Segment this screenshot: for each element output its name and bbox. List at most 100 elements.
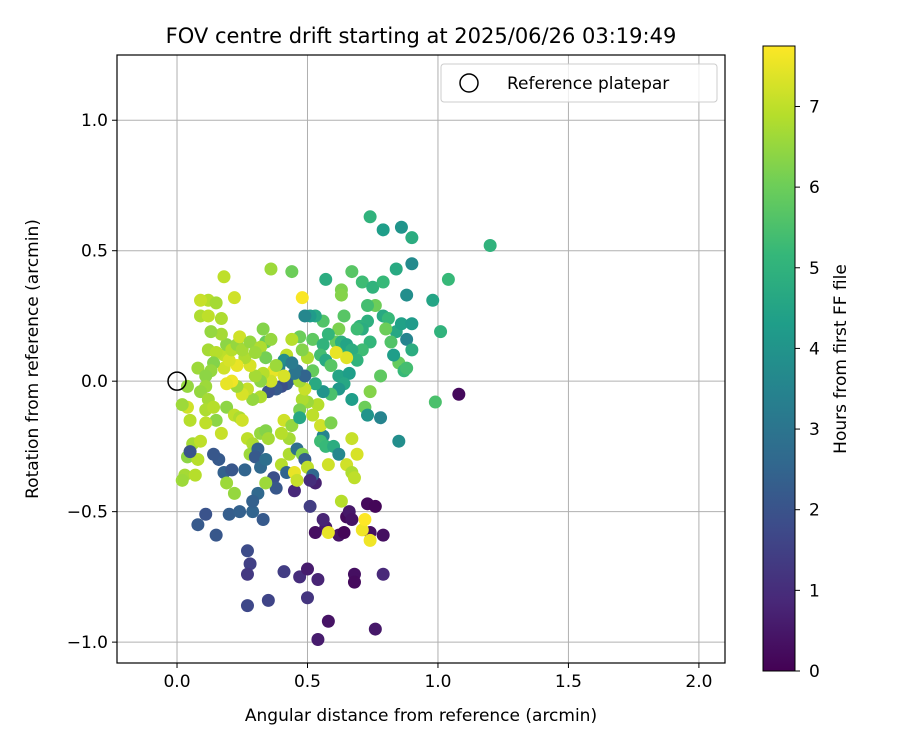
- data-point: [306, 408, 320, 422]
- data-point: [376, 223, 390, 237]
- data-point: [334, 288, 348, 302]
- x-tick-label: 1.0: [424, 672, 451, 692]
- colorbar-tick-label: 3: [809, 420, 820, 440]
- data-point: [381, 312, 395, 326]
- y-tick-label: 0.0: [81, 372, 108, 392]
- data-point: [240, 567, 254, 581]
- data-point: [269, 481, 283, 495]
- data-point: [246, 505, 260, 519]
- data-point: [384, 335, 398, 349]
- data-point: [483, 238, 497, 252]
- data-point: [209, 296, 223, 310]
- data-point: [368, 622, 382, 636]
- data-point: [269, 359, 283, 373]
- data-point: [324, 416, 338, 430]
- colorbar: 0 1 2 3 4 5 6 7 Hours from first FF file: [762, 45, 851, 682]
- data-point: [303, 473, 317, 487]
- data-point: [350, 322, 364, 336]
- data-point: [392, 434, 406, 448]
- x-tick-label: 0.5: [294, 672, 321, 692]
- y-tick-label: −0.5: [67, 503, 108, 523]
- data-point: [209, 528, 223, 542]
- data-point: [350, 447, 364, 461]
- data-point: [321, 458, 335, 472]
- data-point: [334, 494, 348, 508]
- data-point: [324, 359, 338, 373]
- data-point: [366, 280, 380, 294]
- data-point: [300, 562, 314, 576]
- data-point: [347, 575, 361, 589]
- data-point: [376, 275, 390, 289]
- data-point: [214, 426, 228, 440]
- data-point: [209, 413, 223, 427]
- data-point: [256, 512, 270, 526]
- data-point: [259, 476, 273, 490]
- data-point: [400, 332, 414, 346]
- data-point: [225, 463, 239, 477]
- data-point: [246, 392, 260, 406]
- legend-box: [440, 63, 718, 103]
- colorbar-tick-label: 7: [809, 97, 820, 117]
- data-point: [220, 476, 234, 490]
- data-point: [376, 528, 390, 542]
- data-point: [183, 413, 197, 427]
- data-point: [222, 353, 236, 367]
- data-point: [332, 447, 346, 461]
- data-point: [426, 293, 440, 307]
- data-point: [329, 345, 343, 359]
- data-point: [405, 257, 419, 271]
- grid-lines: [117, 55, 725, 663]
- x-axis-ticks: 0.0 0.5 1.0 1.5 2.0: [163, 663, 712, 692]
- data-point: [277, 565, 291, 579]
- data-point: [183, 445, 197, 459]
- data-point: [308, 377, 322, 391]
- data-point: [452, 387, 466, 401]
- data-point: [400, 288, 414, 302]
- data-point: [295, 392, 309, 406]
- data-point: [235, 413, 249, 427]
- data-point: [285, 332, 299, 346]
- legend-label: Reference platepar: [507, 74, 669, 94]
- y-axis-ticks: −1.0 −0.5 0.0 0.5 1.0: [67, 111, 117, 653]
- y-tick-label: 0.5: [81, 242, 108, 262]
- data-point: [214, 327, 228, 341]
- data-point: [337, 309, 351, 323]
- data-point: [363, 210, 377, 224]
- data-points: [175, 210, 497, 647]
- data-point: [355, 343, 369, 357]
- data-point: [405, 231, 419, 245]
- data-point: [368, 499, 382, 513]
- data-point: [277, 369, 291, 383]
- data-point: [188, 468, 202, 482]
- y-tick-label: −1.0: [67, 633, 108, 653]
- data-point: [345, 512, 359, 526]
- data-point: [207, 400, 221, 414]
- data-point: [441, 272, 455, 286]
- reference-platepar-marker: [167, 371, 187, 391]
- plot-frame: [116, 54, 726, 664]
- colorbar-gradient: [762, 45, 796, 672]
- data-point: [314, 419, 328, 433]
- data-point: [259, 452, 273, 466]
- y-tick-label: 1.0: [81, 111, 108, 131]
- data-point: [374, 369, 388, 383]
- data-point: [293, 411, 307, 425]
- data-point: [355, 275, 369, 289]
- data-point: [295, 343, 309, 357]
- data-point: [274, 426, 288, 440]
- data-point: [394, 220, 408, 234]
- data-point: [321, 614, 335, 628]
- chart-title: FOV centre drift starting at 2025/06/26 …: [166, 24, 677, 48]
- data-point: [300, 591, 314, 605]
- data-point: [337, 526, 351, 540]
- data-point: [434, 325, 448, 339]
- colorbar-tick-label: 2: [809, 501, 820, 521]
- data-point: [240, 544, 254, 558]
- data-point: [220, 377, 234, 391]
- x-axis-label: Angular distance from reference (arcmin): [245, 706, 597, 726]
- data-point: [361, 299, 375, 313]
- data-point: [316, 338, 330, 352]
- data-point: [316, 512, 330, 526]
- data-point: [321, 327, 335, 341]
- legend-marker-icon: [459, 73, 479, 93]
